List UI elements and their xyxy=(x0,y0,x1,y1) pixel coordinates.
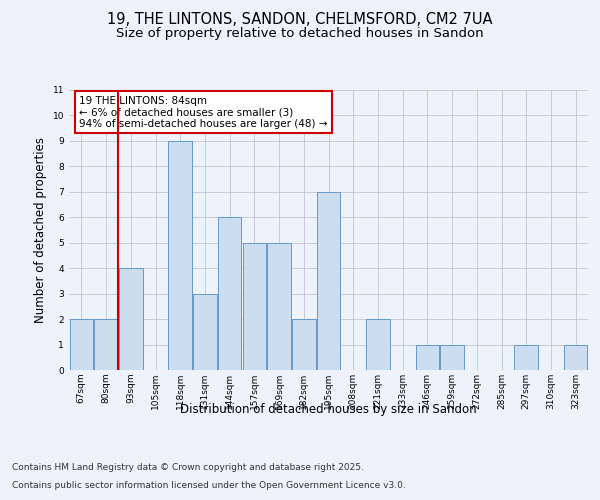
Bar xyxy=(366,319,389,370)
Bar xyxy=(268,242,291,370)
Bar xyxy=(70,319,93,370)
Bar xyxy=(94,319,118,370)
Bar xyxy=(193,294,217,370)
Bar xyxy=(242,242,266,370)
Bar xyxy=(292,319,316,370)
Text: 19, THE LINTONS, SANDON, CHELMSFORD, CM2 7UA: 19, THE LINTONS, SANDON, CHELMSFORD, CM2… xyxy=(107,12,493,28)
Y-axis label: Number of detached properties: Number of detached properties xyxy=(34,137,47,323)
Text: Contains public sector information licensed under the Open Government Licence v3: Contains public sector information licen… xyxy=(12,481,406,490)
Text: Distribution of detached houses by size in Sandon: Distribution of detached houses by size … xyxy=(181,402,477,415)
Text: Size of property relative to detached houses in Sandon: Size of property relative to detached ho… xyxy=(116,28,484,40)
Bar xyxy=(119,268,143,370)
Bar xyxy=(514,344,538,370)
Bar xyxy=(440,344,464,370)
Bar xyxy=(169,141,192,370)
Bar xyxy=(317,192,340,370)
Text: 19 THE LINTONS: 84sqm
← 6% of detached houses are smaller (3)
94% of semi-detach: 19 THE LINTONS: 84sqm ← 6% of detached h… xyxy=(79,96,328,129)
Text: Contains HM Land Registry data © Crown copyright and database right 2025.: Contains HM Land Registry data © Crown c… xyxy=(12,464,364,472)
Bar xyxy=(564,344,587,370)
Bar xyxy=(416,344,439,370)
Bar xyxy=(218,218,241,370)
